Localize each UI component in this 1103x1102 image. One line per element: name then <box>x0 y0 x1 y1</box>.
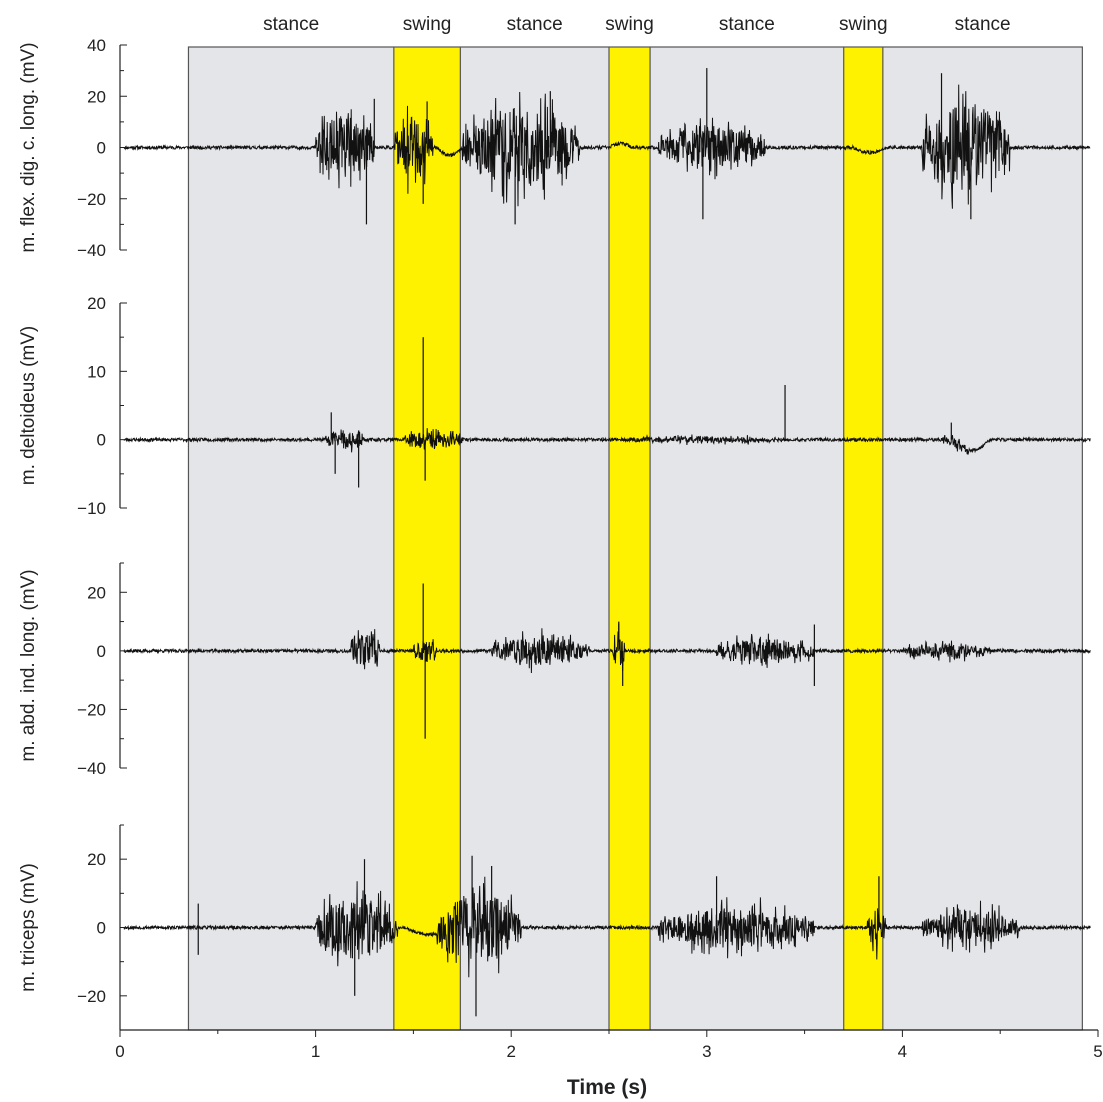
y-axis-title-2: m. deltoideus (mV) <box>18 326 39 485</box>
phase-label-7: stance <box>955 14 1011 35</box>
x-axis-title: Time (s) <box>567 1076 647 1099</box>
y-tick-label-4-1: 20 <box>87 850 106 869</box>
emg-trace-1 <box>123 84 1091 209</box>
phase-label-6: swing <box>839 14 888 35</box>
phase-band-stance-1 <box>188 47 394 1030</box>
y-tick-label-3-2: 0 <box>97 642 106 661</box>
y-tick-label-1-2: 20 <box>87 87 106 106</box>
phase-band-swing-6 <box>843 47 883 1030</box>
y-tick-label-3-1: 20 <box>87 583 106 602</box>
y-tick-label-2-4: −10 <box>77 499 106 518</box>
y-tick-label-1-5: −40 <box>77 241 106 260</box>
y-tick-label-1-1: 40 <box>87 36 106 55</box>
y-tick-label-2-2: 10 <box>87 362 106 381</box>
y-axis-title-3: m. abd. ind. long. (mV) <box>18 569 39 761</box>
phase-band-stance-3 <box>460 47 609 1030</box>
y-tick-label-3-3: −20 <box>77 700 106 719</box>
phase-band-swing-2 <box>393 47 461 1030</box>
phase-label-2: swing <box>403 14 452 35</box>
y-tick-label-2-1: 20 <box>87 294 106 313</box>
trace-layer <box>123 68 1091 1017</box>
x-tick-label-6: 5 <box>1093 1042 1102 1061</box>
phase-label-3: stance <box>507 14 563 35</box>
y-tick-label-4-2: 0 <box>97 919 106 938</box>
emg-trace-3 <box>123 623 1091 674</box>
phase-background-layer <box>187 46 1083 1031</box>
phase-label-5: stance <box>719 14 775 35</box>
x-tick-label-2: 1 <box>311 1042 320 1061</box>
phase-label-4: swing <box>605 14 654 35</box>
phase-band-stance-7 <box>882 47 1083 1030</box>
y-axis-title-4: m. triceps (mV) <box>18 863 39 992</box>
y-tick-label-1-3: 0 <box>97 139 106 158</box>
y-axis-title-1: m. flex. dig. c. long. (mV) <box>18 42 39 252</box>
y-tick-label-3-4: −40 <box>77 759 106 778</box>
y-tick-label-2-3: 0 <box>97 431 106 450</box>
y-tick-label-1-4: −20 <box>77 190 106 209</box>
x-tick-label-3: 2 <box>506 1042 515 1061</box>
y-tick-label-4-3: −20 <box>77 987 106 1006</box>
phase-band-swing-4 <box>609 47 651 1030</box>
x-tick-label-4: 3 <box>702 1042 711 1061</box>
emg-trace-4 <box>123 876 1091 978</box>
x-tick-label-1: 0 <box>115 1042 124 1061</box>
x-tick-label-5: 4 <box>898 1042 907 1061</box>
phase-band-stance-5 <box>650 47 844 1030</box>
emg-trace-2 <box>123 428 1091 455</box>
label-layer: stance swing stance swing stance swing stance <box>263 14 1010 35</box>
phase-label-1: stance <box>263 14 319 35</box>
